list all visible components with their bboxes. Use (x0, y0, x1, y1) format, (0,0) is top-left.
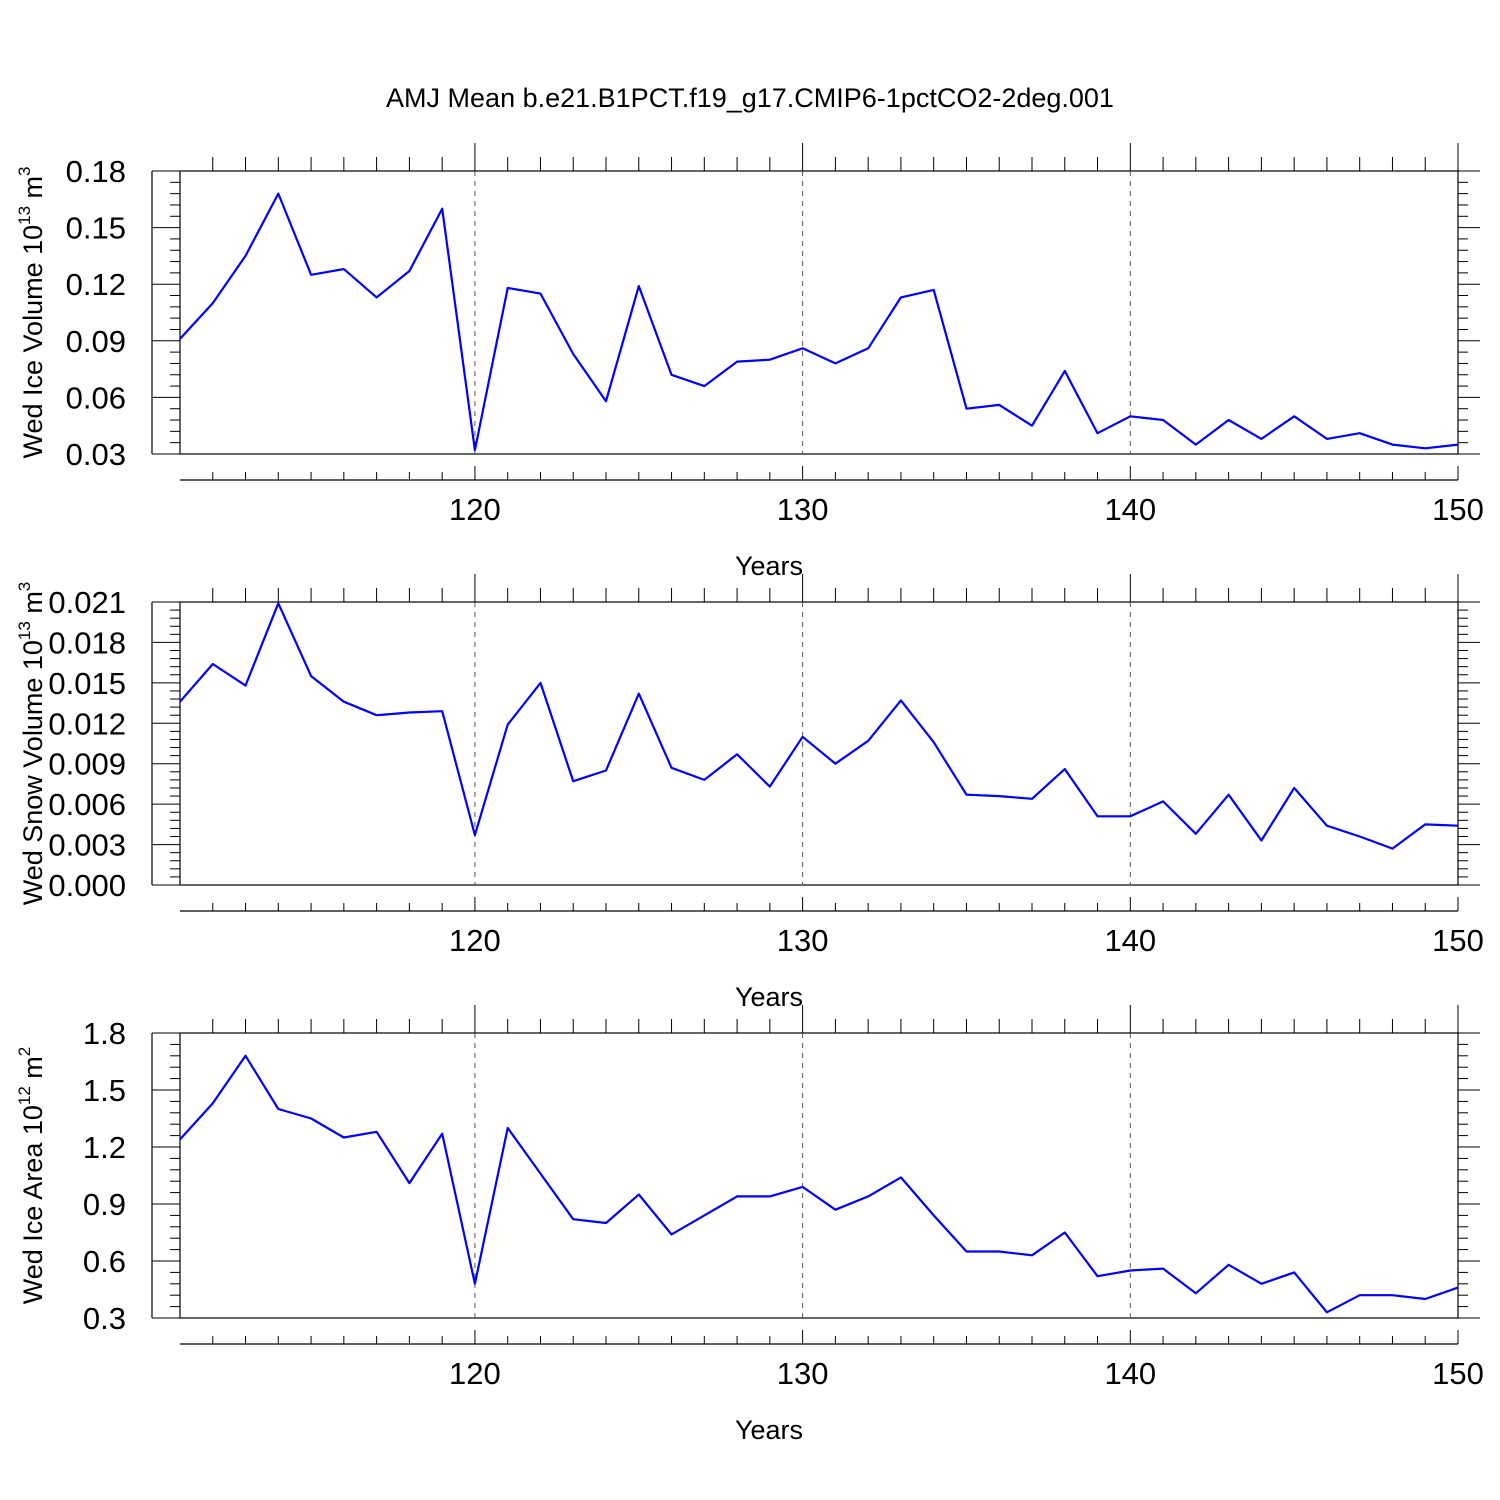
y-tick-label: 0.021 (48, 585, 126, 620)
x-axis-title: Years (735, 551, 803, 581)
x-tick-label: 130 (777, 492, 829, 527)
y-tick-label: 0.18 (66, 154, 126, 189)
x-tick-label: 150 (1432, 1356, 1484, 1391)
y-tick-label: 0.15 (66, 211, 126, 246)
y-tick-label: 0.006 (48, 787, 126, 822)
plot-frame (179, 170, 1459, 455)
y-tick-label: 0.012 (48, 706, 126, 741)
x-tick-label: 120 (449, 1356, 501, 1391)
y-tick-label: 0.06 (66, 380, 126, 415)
x-tick-label: 120 (449, 492, 501, 527)
y-tick-label: 1.5 (83, 1073, 126, 1108)
x-tick-label: 140 (1104, 1356, 1156, 1391)
series-line (179, 192, 1459, 452)
y-tick-label: 0.6 (83, 1244, 126, 1279)
y-tick-label: 0.03 (66, 437, 126, 472)
chart-title: AMJ Mean b.e21.B1PCT.f19_g17.CMIP6-1pctC… (386, 83, 1114, 113)
y-axis-title: Wed Ice Volume 1013 m3 (15, 166, 48, 458)
x-tick-label: 130 (777, 923, 829, 958)
x-axis-title: Years (735, 1415, 803, 1445)
panel-1: 120 130 140 150 0.03 0.06 0.09 0.12 0.15 0.18 Year… (15, 143, 1484, 581)
y-tick-label: 0.000 (48, 868, 126, 903)
x-tick-label: 120 (449, 923, 501, 958)
y-tick-label: 0.12 (66, 267, 126, 302)
y-axis-title: Wed Ice Area 1012 m2 (15, 1047, 48, 1305)
series-line (179, 602, 1459, 850)
y-tick-label: 0.009 (48, 747, 126, 782)
plot-frame (179, 1032, 1459, 1319)
y-tick-label: 0.015 (48, 666, 126, 701)
x-tick-label: 150 (1432, 492, 1484, 527)
y-axis-title: Wed Snow Volume 1013 m3 (15, 582, 48, 906)
y-tick-label: 0.09 (66, 324, 126, 359)
x-tick-label: 140 (1104, 492, 1156, 527)
y-tick-label: 0.003 (48, 828, 126, 863)
plot-frame (179, 601, 1459, 886)
panel-3: 120 130 140 150 0.3 0.6 0.9 1.2 1.5 1.8 Years Wed I… (15, 1005, 1484, 1445)
x-tick-label: 130 (777, 1356, 829, 1391)
x-tick-label: 150 (1432, 923, 1484, 958)
y-tick-label: 0.3 (83, 1301, 126, 1336)
x-tick-label: 140 (1104, 923, 1156, 958)
y-tick-label: 0.9 (83, 1187, 126, 1222)
y-tick-label: 1.2 (83, 1130, 126, 1165)
series-line (179, 1054, 1459, 1314)
y-tick-label: 1.8 (83, 1016, 126, 1051)
panel-2: 120 130 140 150 0.000 0.003 0.006 0.009 0.012 0.0… (15, 574, 1484, 1012)
x-axis-title: Years (735, 982, 803, 1012)
y-tick-label: 0.018 (48, 625, 126, 660)
